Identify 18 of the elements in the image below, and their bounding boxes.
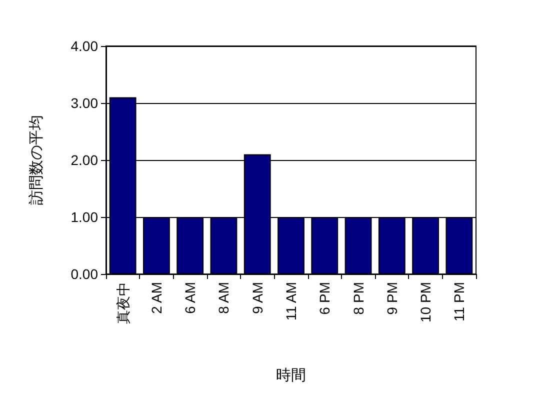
y-tick-label: 4.00	[70, 38, 98, 54]
x-tick-label: 9 PM	[384, 282, 400, 315]
x-tick-label: 9 AM	[249, 282, 266, 314]
x-tick-label: 8 PM	[350, 282, 366, 315]
y-tick-label: 2.00	[70, 152, 98, 168]
x-tick-label: 8 AM	[216, 282, 232, 314]
x-tick-label: 2 AM	[148, 282, 164, 314]
x-tick-label: 6 AM	[182, 282, 198, 314]
x-tick-label: 11 AM	[283, 282, 299, 321]
y-axis-title: 訪問数の平均	[28, 115, 45, 205]
x-axis-title: 時間	[276, 367, 306, 384]
y-tick-label: 0.00	[70, 266, 98, 282]
x-tick-label: 11 PM	[451, 282, 468, 322]
y-tick-label: 3.00	[70, 95, 98, 111]
y-tick-label: 1.00	[70, 209, 98, 225]
x-tick-label: 真夜中	[114, 282, 131, 324]
x-tick-label: 6 PM	[316, 282, 333, 315]
x-tick-label: 10 PM	[418, 282, 434, 322]
